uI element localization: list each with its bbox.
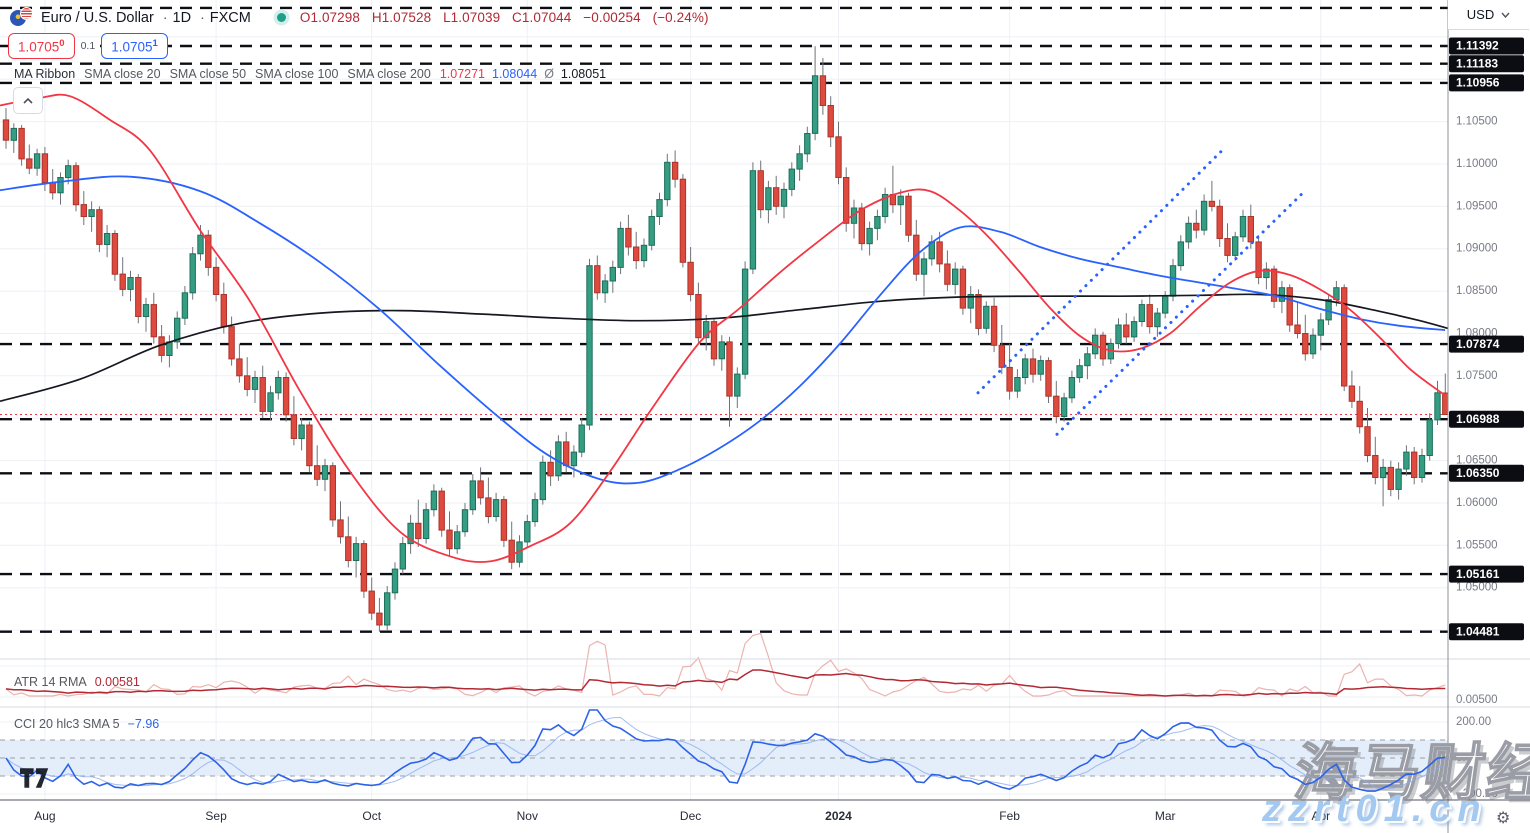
ma200-value: 1.08051 (560, 67, 607, 81)
svg-text:1.11183: 1.11183 (1456, 56, 1498, 70)
gear-icon[interactable]: ⚙ (1496, 808, 1511, 827)
time-axis-label: Sep (205, 809, 227, 823)
cci-legend[interactable]: CCI 20 hlc3 SMA 5 −7.96 (14, 717, 160, 731)
svg-text:1.05000: 1.05000 (1456, 582, 1498, 594)
cci-line[interactable] (5, 709, 1446, 792)
svg-text:1.07500: 1.07500 (1456, 370, 1498, 382)
svg-text:1.06500: 1.06500 (1456, 455, 1498, 467)
cci-sma-line (5, 716, 1446, 790)
symbol-legend[interactable]: Euro / U.S. Dollar · 1D · FXCM O1.07298 H1… (10, 6, 717, 28)
cci-band (0, 739, 1448, 777)
time-axis[interactable] (0, 800, 1448, 833)
price-scale-column: 1.105001.100001.095001.090001.085001.080… (1448, 0, 1530, 833)
ma100-value: Ø (544, 67, 554, 81)
time-axis-label: Mar (1155, 809, 1176, 823)
chevron-up-icon (23, 97, 33, 104)
time-axis-label: 2024 (825, 809, 852, 823)
time-axis-label: Aug (34, 809, 55, 823)
support-resistance-levels[interactable] (0, 6, 1448, 633)
sma20-line[interactable] (0, 93, 1446, 563)
ma20-value: 1.07271 (439, 67, 485, 81)
svg-text:0.00: 0.00 (1456, 752, 1478, 764)
svg-text:1.08500: 1.08500 (1456, 285, 1498, 297)
svg-text:1.09500: 1.09500 (1456, 200, 1498, 212)
spread-value: 0.1 (75, 40, 101, 52)
svg-text:0.00500: 0.00500 (1456, 694, 1498, 706)
ohlc-readout: O1.07298 H1.07528 L1.07039 C1.07044 −0.0… (299, 9, 709, 25)
time-axis-label: Dec (680, 809, 701, 823)
time-axis-label: Apr (1311, 809, 1330, 823)
atr-value: 0.00581 (94, 675, 140, 689)
svg-text:1.11392: 1.11392 (1456, 39, 1499, 53)
site-watermark: zzrt01.cn (1262, 788, 1488, 830)
time-axis-labels: Aug Sep Oct Nov Dec 2024 Feb Mar Apr (0, 799, 1530, 833)
time-axis-label: Feb (999, 809, 1020, 823)
trendlines[interactable] (976, 148, 1305, 436)
cci-value: −7.96 (127, 717, 160, 731)
svg-text:1.04481: 1.04481 (1456, 624, 1500, 638)
sma50-line[interactable] (0, 175, 1446, 485)
trade-widget: 1.07050 0.1 1.07051 (8, 32, 168, 60)
symbol-title: Euro / U.S. Dollar · 1D · FXCM (41, 8, 251, 26)
time-axis-label: Nov (517, 809, 538, 823)
buy-button[interactable]: 1.07051 (101, 32, 168, 60)
change-percent: (−0.24%) (652, 9, 709, 25)
svg-text:1.05500: 1.05500 (1456, 539, 1498, 551)
time-axis-label: Oct (362, 809, 381, 823)
market-status-icon (276, 12, 286, 22)
atr-legend[interactable]: ATR 14 RMA 0.00581 (14, 675, 140, 689)
currency-selector[interactable]: USD (1448, 0, 1529, 30)
legend-collapse-button[interactable] (13, 87, 43, 114)
svg-text:−200.00: −200.00 (1456, 788, 1498, 800)
svg-text:1.05161: 1.05161 (1456, 567, 1500, 581)
atr-line[interactable] (5, 669, 1446, 697)
svg-text:200.00: 200.00 (1456, 716, 1491, 728)
chevron-down-icon (1501, 12, 1510, 18)
svg-text:海马财经: 海马财经 (1293, 743, 1530, 812)
svg-text:1.06350: 1.06350 (1456, 466, 1500, 480)
svg-text:1.07874: 1.07874 (1456, 337, 1500, 351)
ma50-value: 1.08044 (492, 67, 538, 81)
sell-button[interactable]: 1.07050 (8, 32, 75, 60)
chart-area[interactable] (0, 0, 1448, 800)
candles-series[interactable] (2, 46, 1449, 632)
sma200-line[interactable] (0, 293, 1449, 403)
svg-text:1.10956: 1.10956 (1456, 76, 1500, 90)
tradingview-logo-icon[interactable] (20, 768, 55, 793)
svg-text:1.06000: 1.06000 (1456, 497, 1498, 509)
svg-text:1.10000: 1.10000 (1456, 158, 1498, 170)
svg-text:1.09000: 1.09000 (1456, 243, 1498, 255)
symbol-pair-icon (10, 7, 34, 27)
ma-ribbon-legend[interactable]: MA Ribbon SMA close 20 SMA close 50 SMA … (14, 67, 607, 81)
change-value: −0.00254 (583, 9, 641, 25)
price-scale[interactable] (1448, 30, 1530, 800)
svg-text:1.10500: 1.10500 (1456, 116, 1498, 128)
svg-text:1.06988: 1.06988 (1456, 412, 1500, 426)
